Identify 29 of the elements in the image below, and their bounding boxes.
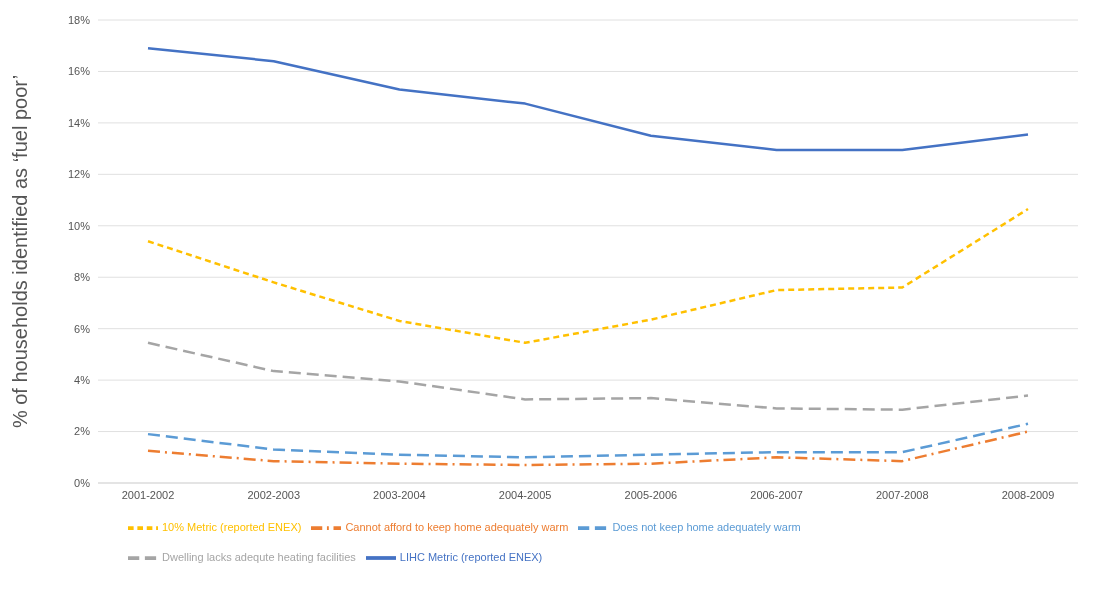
line-series	[146, 430, 1030, 467]
legend-label: Does not keep home adequately warm	[612, 520, 801, 533]
line-series	[146, 47, 1030, 152]
y-tick-label: 12%	[67, 168, 91, 181]
y-tick-label: 14%	[67, 116, 91, 129]
x-tick-label: 2002-2003	[247, 488, 301, 501]
x-tick-label: 2008-2009	[1001, 488, 1055, 501]
y-tick-label: 2%	[74, 425, 91, 438]
line-series	[146, 341, 1030, 411]
y-tick-label: 6%	[74, 322, 91, 335]
x-tick-label: 2005-2006	[624, 488, 678, 501]
y-axis-title: % of households identified as ‘fuel poor’	[9, 74, 32, 429]
x-tick-label: 2007-2008	[875, 488, 929, 501]
y-tick-label: 16%	[67, 65, 91, 78]
y-tick-label: 4%	[74, 374, 91, 387]
line-series	[146, 422, 1030, 459]
y-tick-label: 18%	[67, 13, 91, 26]
line-series	[146, 207, 1030, 345]
x-tick-label: 2004-2005	[498, 488, 552, 501]
legend-label: Dwelling lacks adequte heating facilities	[162, 550, 356, 563]
legend-label: 10% Metric (reported ENEX)	[162, 520, 302, 533]
x-tick-label: 2006-2007	[750, 488, 803, 501]
x-tick-label: 2001-2002	[121, 488, 175, 501]
x-tick-label: 2003-2004	[373, 488, 426, 501]
y-tick-label: 10%	[67, 219, 91, 232]
y-tick-label: 8%	[74, 271, 91, 284]
legend-label: LIHC Metric (reported ENEX)	[399, 550, 543, 563]
legend-label: Cannot afford to keep home adequately warm	[345, 520, 569, 533]
y-tick-label: 0%	[74, 476, 91, 489]
